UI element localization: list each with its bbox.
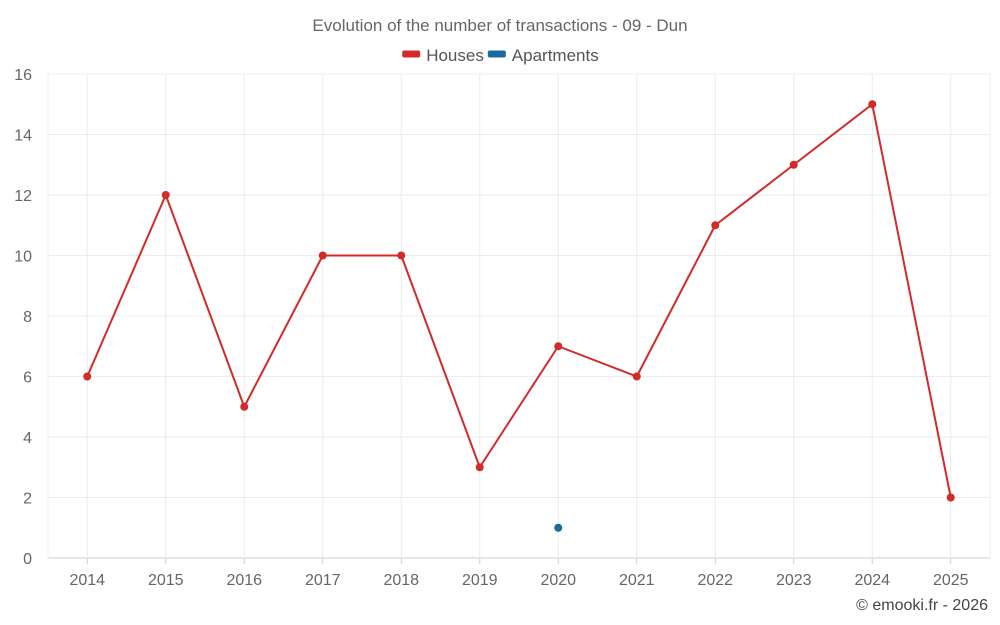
series-line-houses — [86, 103, 952, 498]
data-point-houses-2020[interactable] — [554, 342, 563, 351]
data-point-houses-2023[interactable] — [789, 160, 798, 169]
data-point-houses-2024[interactable] — [868, 100, 877, 109]
series-layer — [83, 100, 955, 532]
data-point-houses-2016[interactable] — [240, 402, 249, 411]
y-tick-label-12: 12 — [14, 188, 32, 205]
x-tick-label-2020: 2020 — [540, 572, 576, 589]
y-tick-label-0: 0 — [23, 551, 32, 568]
legend-swatch-houses[interactable] — [402, 50, 421, 58]
chart-title: Evolution of the number of transactions … — [312, 16, 687, 35]
y-tick-label-10: 10 — [14, 249, 32, 266]
y-tick-label-16: 16 — [14, 67, 32, 84]
credit-text: © emooki.fr - 2026 — [856, 597, 988, 614]
gridlines — [47, 73, 991, 559]
data-point-houses-2025[interactable] — [946, 493, 955, 502]
legend-label-apartments[interactable]: Apartments — [512, 46, 599, 65]
x-tick-label-2023: 2023 — [776, 572, 812, 589]
x-tick-label-2016: 2016 — [226, 572, 262, 589]
x-tick-label-2014: 2014 — [69, 572, 105, 589]
data-point-houses-2019[interactable] — [475, 463, 484, 472]
y-tick-label-14: 14 — [14, 128, 32, 145]
x-tick-label-2025: 2025 — [933, 572, 969, 589]
x-tick-label-2019: 2019 — [462, 572, 498, 589]
data-point-houses-2022[interactable] — [711, 221, 720, 230]
data-point-houses-2017[interactable] — [318, 251, 327, 260]
data-point-houses-2018[interactable] — [397, 251, 406, 260]
y-tick-label-8: 8 — [23, 309, 32, 326]
x-tick-label-2022: 2022 — [697, 572, 733, 589]
y-tick-label-6: 6 — [23, 370, 32, 387]
x-tick-label-2021: 2021 — [619, 572, 655, 589]
data-point-houses-2014[interactable] — [83, 372, 92, 381]
axes: 0 2 4 6 8 10 12 14 16 2014 2015 2016 2017 2018 2019 202… — [14, 67, 968, 589]
legend-label-houses[interactable]: Houses — [426, 46, 484, 65]
legend: Houses Apartments — [402, 46, 599, 65]
x-tick-label-2015: 2015 — [148, 572, 184, 589]
data-point-houses-2021[interactable] — [632, 372, 641, 381]
y-tick-label-2: 2 — [23, 491, 32, 508]
data-point-houses-2015[interactable] — [161, 191, 170, 199]
legend-swatch-apartments[interactable] — [487, 50, 506, 58]
x-tick-label-2017: 2017 — [305, 572, 341, 589]
x-tick-label-2024: 2024 — [854, 572, 890, 589]
data-point-apartments-2020[interactable] — [554, 523, 563, 532]
y-tick-label-4: 4 — [23, 430, 32, 447]
x-tick-label-2018: 2018 — [383, 572, 419, 589]
